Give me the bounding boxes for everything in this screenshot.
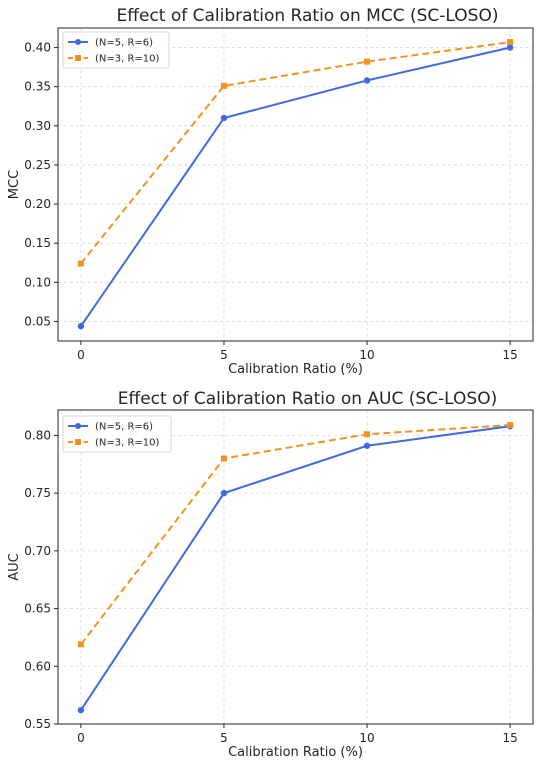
y-tick-label: 0.15 <box>24 236 51 250</box>
x-tick-label: 0 <box>77 731 85 745</box>
series-line-0 <box>80 425 511 711</box>
y-tick-label: 0.25 <box>24 158 51 172</box>
data-point <box>77 706 85 714</box>
data-point <box>507 39 514 46</box>
x-tick-label: 5 <box>220 348 228 362</box>
auc-chart: 0 5 10 15 0.55 0.60 0.65 0.70 0.75 0.80 Effect of … <box>7 389 534 760</box>
series-line-0 <box>80 46 511 327</box>
x-axis-label: Calibration Ratio (%) <box>228 362 363 377</box>
legend-label: (N=3, R=10) <box>95 438 160 449</box>
data-point <box>364 58 371 65</box>
y-tick-label: 0.80 <box>24 428 51 442</box>
y-tick-label: 0.65 <box>24 602 51 616</box>
y-tick-label: 0.60 <box>24 659 51 673</box>
data-point <box>507 422 514 429</box>
data-point <box>363 442 371 449</box>
data-point <box>363 77 371 84</box>
legend-marker <box>75 55 81 61</box>
data-point <box>220 489 228 497</box>
y-tick-label: 0.70 <box>24 544 51 558</box>
y-tick-label: 0.05 <box>24 314 51 328</box>
y-tick-label: 0.30 <box>24 119 51 133</box>
legend-label: (N=5, R=6) <box>95 38 153 49</box>
x-tick-label: 5 <box>220 731 228 745</box>
x-axis-label: Calibration Ratio (%) <box>228 745 363 760</box>
data-point <box>364 431 371 438</box>
x-tick-label: 15 <box>502 731 517 745</box>
legend-label: (N=5, R=6) <box>95 422 153 433</box>
legend-marker <box>75 423 81 429</box>
data-point <box>77 322 85 330</box>
legend-box <box>62 31 170 69</box>
y-tick-label: 0.10 <box>24 275 51 289</box>
x-tick-label: 15 <box>502 348 517 362</box>
x-tick-label: 10 <box>359 731 374 745</box>
series-line-1 <box>80 41 511 265</box>
legend-marker <box>75 439 81 445</box>
data-point <box>220 82 227 89</box>
y-axis-label: MCC <box>7 170 22 199</box>
x-tick-label: 10 <box>359 348 374 362</box>
data-point <box>220 114 228 122</box>
y-tick-label: 0.75 <box>24 486 51 500</box>
data-point <box>77 260 84 267</box>
plot-frame <box>57 27 534 342</box>
data-point <box>220 455 227 462</box>
data-point <box>77 641 84 648</box>
data-point <box>506 44 514 51</box>
series-line-1 <box>80 424 511 645</box>
plot-frame <box>57 409 534 725</box>
legend-label: (N=3, R=10) <box>95 54 160 65</box>
y-axis-label: AUC <box>7 553 22 581</box>
chart-title: Effect of Calibration Ratio on MCC (SC-L… <box>117 6 499 26</box>
chart-title: Effect of Calibration Ratio on AUC (SC-L… <box>118 389 497 409</box>
legend-marker <box>75 39 81 45</box>
legend-box <box>62 415 172 453</box>
x-tick-label: 0 <box>77 348 85 362</box>
y-tick-label: 0.20 <box>24 197 51 211</box>
y-tick-label: 0.35 <box>24 80 51 94</box>
y-tick-label: 0.55 <box>24 717 51 731</box>
mcc-chart: 0 5 10 15 0.05 0.10 0.15 0.20 0.25 0.30 0.35 0.40 Ef… <box>7 6 534 377</box>
y-tick-label: 0.40 <box>24 41 51 55</box>
